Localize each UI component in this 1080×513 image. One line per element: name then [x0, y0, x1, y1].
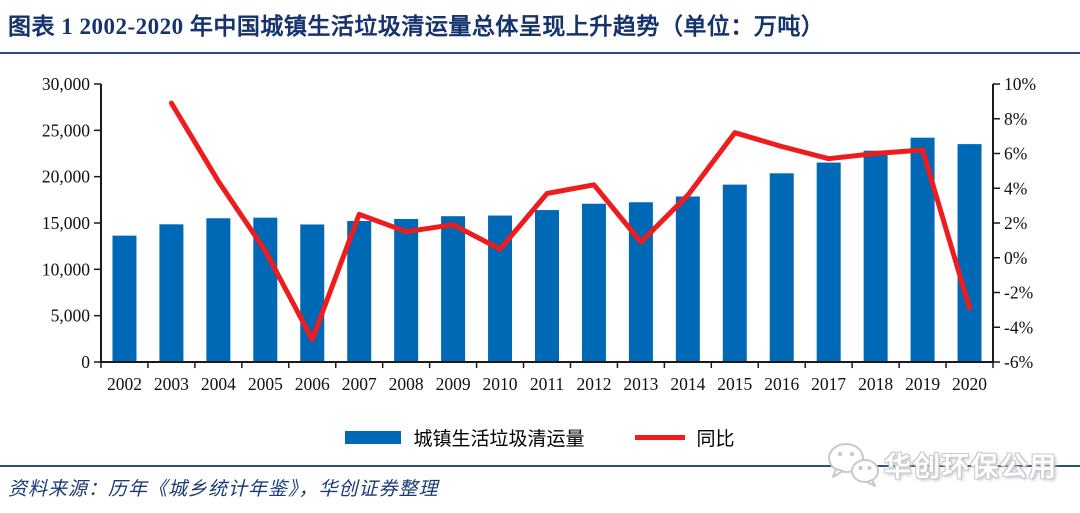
- x-axis-label: 2015: [717, 374, 752, 394]
- x-axis-label: 2018: [858, 374, 893, 394]
- left-axis-label: 0: [81, 352, 90, 372]
- bar-2004: [206, 218, 231, 362]
- x-axis-label: 2016: [764, 374, 799, 394]
- combo-chart: 0 5,000 10,000 15,000 20,000 25,000 30,000 -6% -…: [42, 74, 1036, 394]
- left-axis-label: 15,000: [42, 213, 90, 233]
- watermark-text: 华创环保公用: [884, 451, 1058, 482]
- bar-2018: [863, 150, 888, 362]
- legend-line-label: 同比: [696, 429, 735, 450]
- left-axis-label: 10,000: [42, 259, 90, 279]
- x-axis-label: 2019: [905, 374, 940, 394]
- x-axis-label: 2020: [952, 374, 987, 394]
- x-axis-label: 2006: [295, 374, 330, 394]
- x-axis-label: 2014: [670, 374, 705, 394]
- bar-2012: [581, 203, 606, 362]
- legend-line-swatch: [634, 435, 685, 440]
- right-axis-label: 6%: [1004, 144, 1027, 164]
- watermark: 华创环保公用: [824, 441, 1058, 487]
- x-axis-label: 2004: [201, 374, 236, 394]
- right-axis-label: -6%: [1004, 352, 1033, 372]
- left-axis-label: 20,000: [42, 167, 90, 187]
- bar-2020: [957, 144, 982, 362]
- chart-legend: 城镇生活垃圾清运量 同比: [0, 424, 1080, 451]
- left-axis-label: 30,000: [42, 74, 90, 94]
- x-axis-label: 2003: [154, 374, 189, 394]
- right-axis-label: 0%: [1004, 248, 1027, 268]
- right-axis-label: 4%: [1004, 178, 1027, 198]
- bar-2016: [769, 173, 794, 362]
- source-note: 资料来源：历年《城乡统计年鉴》，华创证券整理: [8, 479, 439, 500]
- legend-bar-swatch: [345, 431, 402, 444]
- bar-2009: [441, 216, 466, 362]
- left-axis-label: 25,000: [42, 120, 90, 140]
- figure-title: 图表 1 2002-2020 年中国城镇生活垃圾清运量总体呈现上升趋势（单位：万…: [8, 14, 825, 39]
- bar-2014: [675, 196, 700, 362]
- right-axis-label: 8%: [1004, 109, 1027, 129]
- bar-2007: [347, 221, 372, 362]
- x-axis-label: 2005: [248, 374, 283, 394]
- bar-2002: [112, 235, 137, 362]
- bar-2011: [535, 210, 559, 362]
- x-axis-label: 2011: [530, 374, 564, 394]
- x-axis-label: 2008: [389, 374, 424, 394]
- yoy-line: [168, 100, 973, 342]
- x-axis-label: 2007: [342, 374, 377, 394]
- bar-2003: [159, 224, 184, 362]
- bar-2013: [628, 202, 653, 362]
- right-axis-label: -2%: [1004, 283, 1033, 303]
- wechat-icon: [828, 443, 879, 487]
- x-axis-label: 2012: [576, 374, 611, 394]
- bar-2017: [816, 162, 841, 362]
- right-axis-label: 2%: [1004, 213, 1027, 233]
- x-axis-label: 2010: [483, 374, 518, 394]
- right-axis-label: -4%: [1004, 317, 1033, 337]
- bar-2010: [488, 215, 513, 362]
- bar-2008: [394, 218, 419, 362]
- x-axis-label: 2017: [811, 374, 846, 394]
- right-axis-label: 10%: [1004, 74, 1036, 94]
- bar-2015: [722, 184, 747, 362]
- x-axis-label: 2009: [436, 374, 471, 394]
- legend-bar-label: 城镇生活垃圾清运量: [413, 429, 585, 450]
- footer-rule: [0, 465, 1080, 467]
- left-axis-label: 5,000: [51, 306, 91, 326]
- title-underline: [0, 52, 1080, 54]
- chart-area: 0 5,000 10,000 15,000 20,000 25,000 30,000 -6% -…: [0, 60, 1080, 410]
- x-axis-label: 2002: [107, 374, 142, 394]
- x-axis-label: 2013: [623, 374, 658, 394]
